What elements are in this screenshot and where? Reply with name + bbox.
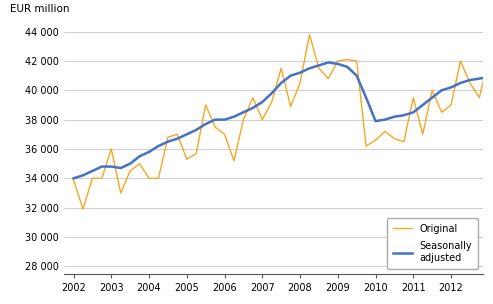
Original	[184, 157, 190, 161]
Seasonally
adjusted	[146, 150, 152, 154]
Original	[363, 144, 369, 148]
Seasonally
adjusted	[439, 88, 445, 92]
Seasonally
adjusted	[410, 110, 416, 114]
Seasonally
adjusted	[269, 92, 275, 95]
Seasonally
adjusted	[325, 60, 331, 64]
Seasonally
adjusted	[278, 81, 284, 85]
Original	[193, 151, 199, 155]
Original	[278, 67, 284, 70]
Original	[458, 59, 463, 63]
Text: EUR million: EUR million	[10, 4, 69, 14]
Seasonally
adjusted	[221, 118, 227, 122]
Seasonally
adjusted	[165, 140, 171, 143]
Original	[221, 133, 227, 136]
Original	[155, 176, 161, 180]
Original	[108, 147, 114, 151]
Original	[99, 176, 105, 180]
Seasonally
adjusted	[429, 96, 435, 99]
Original	[373, 138, 379, 142]
Original	[448, 103, 454, 107]
Original	[316, 67, 322, 70]
Original	[118, 191, 124, 195]
Original	[439, 110, 445, 114]
Seasonally
adjusted	[486, 75, 492, 79]
Original	[80, 207, 86, 211]
Seasonally
adjusted	[391, 115, 397, 119]
Original	[420, 133, 425, 136]
Line: Original: Original	[73, 35, 493, 209]
Seasonally
adjusted	[108, 165, 114, 168]
Original	[325, 77, 331, 80]
Original	[382, 130, 388, 133]
Seasonally
adjusted	[401, 113, 407, 117]
Seasonally
adjusted	[476, 77, 482, 80]
Original	[127, 169, 133, 173]
Seasonally
adjusted	[155, 144, 161, 148]
Original	[146, 176, 152, 180]
Seasonally
adjusted	[137, 154, 142, 158]
Seasonally
adjusted	[175, 137, 180, 140]
Seasonally
adjusted	[203, 122, 209, 126]
Seasonally
adjusted	[316, 64, 322, 67]
Original	[165, 135, 171, 139]
Seasonally
adjusted	[89, 169, 95, 173]
Original	[297, 81, 303, 85]
Line: Seasonally
adjusted: Seasonally adjusted	[73, 62, 493, 178]
Original	[401, 140, 407, 143]
Seasonally
adjusted	[99, 165, 105, 168]
Seasonally
adjusted	[297, 71, 303, 74]
Seasonally
adjusted	[231, 115, 237, 119]
Original	[231, 159, 237, 163]
Original	[269, 100, 275, 104]
Original	[476, 96, 482, 99]
Original	[287, 105, 293, 108]
Original	[259, 118, 265, 122]
Seasonally
adjusted	[80, 174, 86, 177]
Seasonally
adjusted	[344, 65, 350, 69]
Seasonally
adjusted	[467, 78, 473, 82]
Original	[307, 33, 313, 36]
Seasonally
adjusted	[250, 106, 256, 110]
Seasonally
adjusted	[70, 176, 76, 180]
Original	[335, 59, 341, 63]
Seasonally
adjusted	[373, 119, 379, 123]
Original	[486, 56, 492, 60]
Seasonally
adjusted	[420, 103, 425, 107]
Original	[467, 81, 473, 85]
Seasonally
adjusted	[212, 118, 218, 122]
Original	[89, 176, 95, 180]
Original	[70, 178, 76, 181]
Original	[353, 59, 359, 63]
Seasonally
adjusted	[382, 118, 388, 122]
Original	[175, 133, 180, 136]
Seasonally
adjusted	[307, 67, 313, 70]
Original	[212, 125, 218, 129]
Original	[391, 137, 397, 140]
Seasonally
adjusted	[241, 110, 246, 114]
Legend: Original, Seasonally
adjusted: Original, Seasonally adjusted	[387, 218, 478, 269]
Original	[250, 96, 256, 99]
Original	[410, 96, 416, 99]
Original	[429, 88, 435, 92]
Original	[137, 162, 142, 165]
Seasonally
adjusted	[448, 85, 454, 89]
Original	[203, 103, 209, 107]
Seasonally
adjusted	[184, 133, 190, 136]
Original	[241, 118, 246, 122]
Seasonally
adjusted	[287, 74, 293, 78]
Seasonally
adjusted	[127, 162, 133, 165]
Seasonally
adjusted	[193, 128, 199, 132]
Seasonally
adjusted	[335, 62, 341, 66]
Original	[344, 58, 350, 61]
Seasonally
adjusted	[259, 100, 265, 104]
Seasonally
adjusted	[363, 96, 369, 99]
Seasonally
adjusted	[353, 74, 359, 78]
Seasonally
adjusted	[458, 81, 463, 85]
Seasonally
adjusted	[118, 166, 124, 170]
